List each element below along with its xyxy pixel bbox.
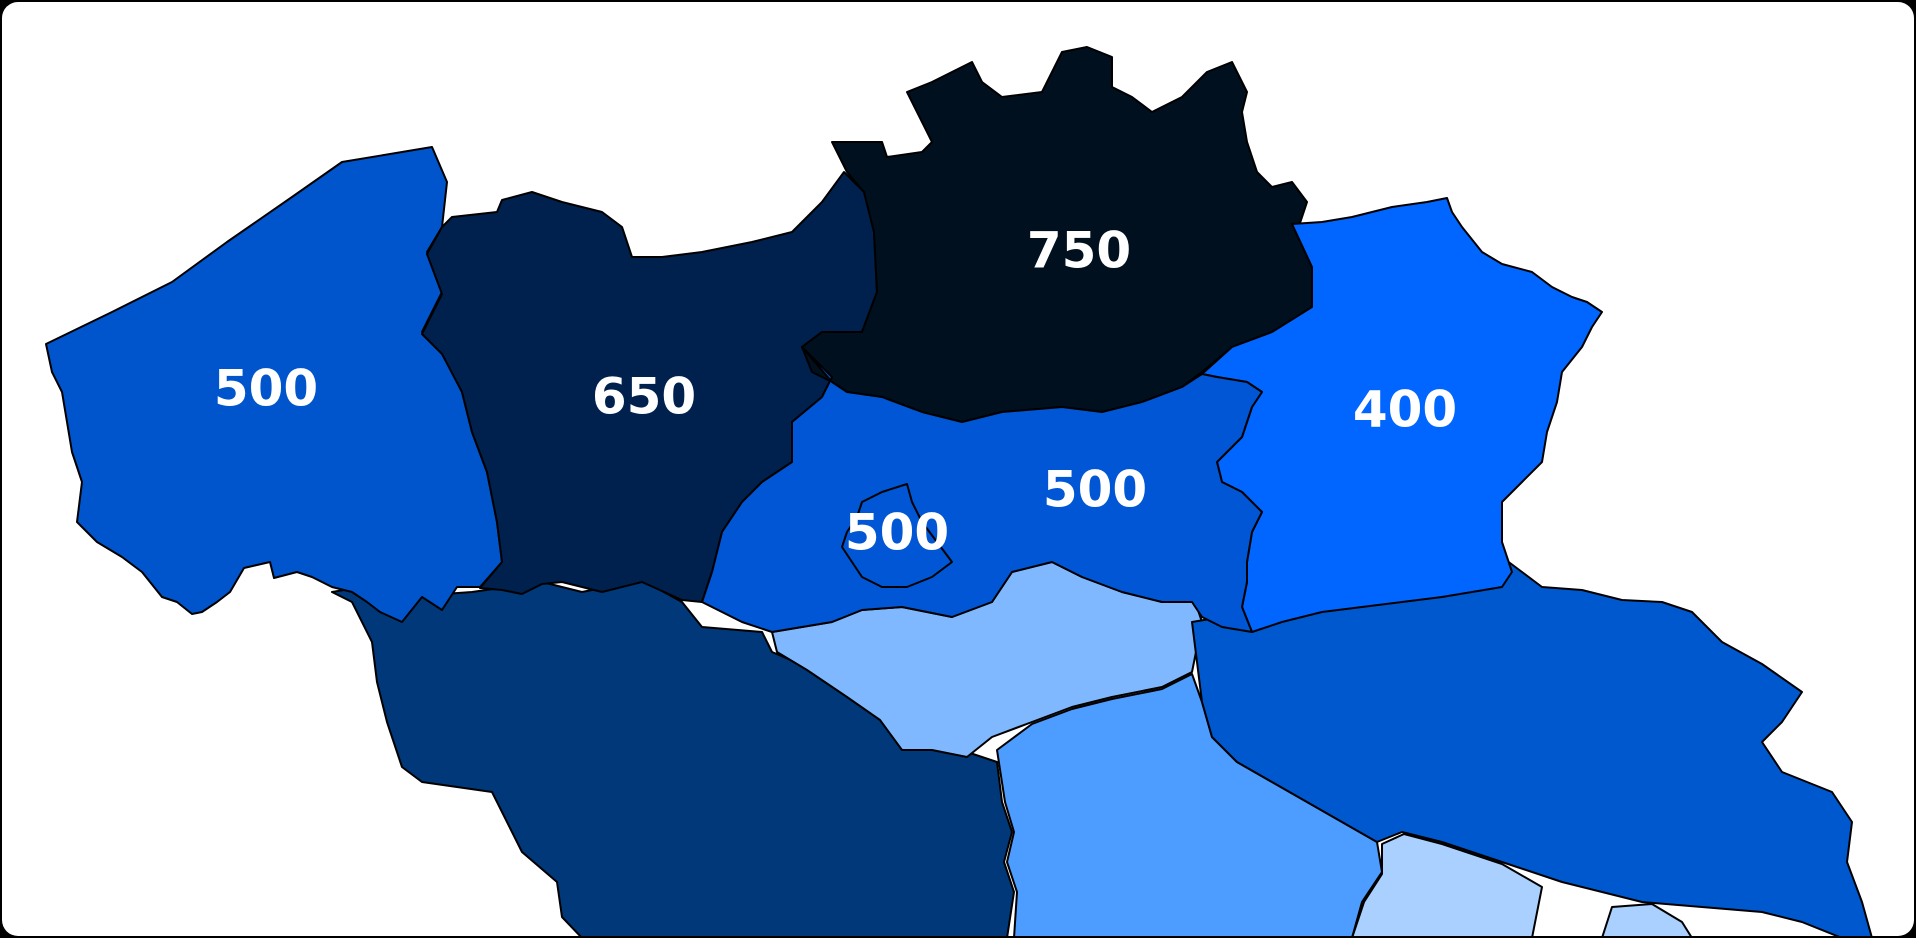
label-flemish-brabant: 500 [1043, 461, 1147, 519]
region-west-flanders[interactable] [45, 146, 503, 623]
label-antwerp: 750 [1027, 222, 1131, 280]
label-east-flanders: 650 [592, 368, 696, 426]
label-west-flanders: 500 [214, 360, 318, 418]
label-brussels: 500 [845, 504, 949, 562]
region-flemish-brabant[interactable] [701, 346, 1263, 633]
region-liege[interactable] [1191, 556, 1873, 936]
region-luxembourg[interactable] [1351, 833, 1692, 936]
region-brussels[interactable] [841, 483, 953, 588]
region-antwerp[interactable] [801, 46, 1313, 423]
label-limburg: 400 [1353, 381, 1457, 439]
